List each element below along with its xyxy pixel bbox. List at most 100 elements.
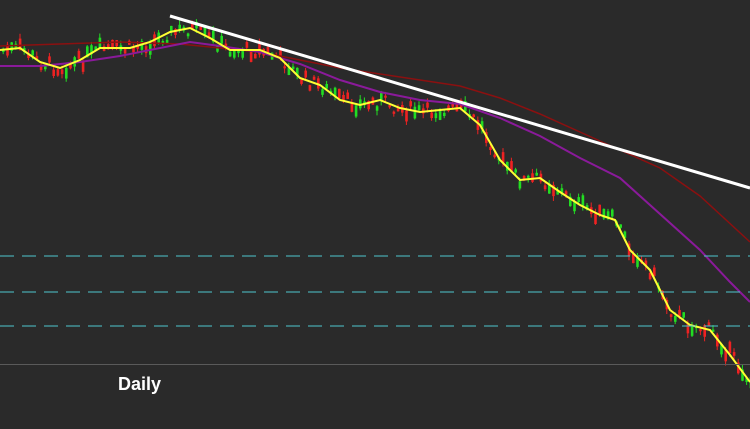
candle-body bbox=[224, 43, 228, 48]
candle-body bbox=[31, 50, 34, 56]
candle-body bbox=[552, 184, 555, 197]
candle-body bbox=[279, 49, 282, 56]
candle-body bbox=[690, 325, 694, 336]
candle-body bbox=[287, 67, 291, 76]
candle-body bbox=[380, 92, 383, 102]
candle-body bbox=[396, 106, 400, 112]
candle-body bbox=[451, 103, 454, 107]
candle-body bbox=[237, 49, 240, 54]
candle-body bbox=[296, 67, 299, 76]
candle-body bbox=[350, 102, 354, 112]
candle-body bbox=[35, 56, 39, 59]
candle-body bbox=[111, 39, 114, 49]
candle-body bbox=[216, 45, 219, 52]
candle-body bbox=[669, 314, 673, 317]
timeframe-label: Daily bbox=[118, 374, 161, 394]
candle-body bbox=[52, 69, 55, 76]
candle-body bbox=[186, 33, 190, 37]
candle-body bbox=[384, 95, 387, 98]
candle-body bbox=[170, 25, 173, 32]
candle-body bbox=[741, 369, 744, 381]
candle-body bbox=[489, 147, 492, 150]
candle-body bbox=[543, 185, 547, 190]
candle-body bbox=[564, 191, 568, 195]
candle-body bbox=[611, 209, 614, 217]
candle-body bbox=[623, 231, 627, 238]
candle-body bbox=[325, 83, 328, 89]
candle-body bbox=[728, 341, 732, 354]
candle-body bbox=[241, 50, 244, 58]
candle-body bbox=[510, 161, 513, 172]
candle-body bbox=[81, 61, 85, 72]
candle-body bbox=[107, 44, 110, 50]
candle-body bbox=[346, 92, 349, 99]
candle-body bbox=[732, 352, 736, 356]
candle-body bbox=[493, 154, 496, 158]
candle-body bbox=[94, 46, 97, 51]
fast-moving-average bbox=[0, 26, 750, 383]
candle-body bbox=[27, 54, 30, 58]
trend-line bbox=[169, 14, 750, 190]
candle-body bbox=[144, 46, 148, 54]
candle-body bbox=[161, 40, 165, 44]
candle-body bbox=[560, 188, 564, 194]
candle-body bbox=[165, 39, 169, 44]
candle-body bbox=[304, 70, 307, 78]
candle-body bbox=[455, 102, 459, 112]
candle-body bbox=[86, 46, 89, 58]
candle-body bbox=[644, 260, 648, 266]
candle-body bbox=[438, 111, 442, 120]
candle-body bbox=[149, 42, 152, 55]
candle-body bbox=[48, 56, 51, 63]
candle-body bbox=[308, 85, 312, 91]
candle-body bbox=[577, 197, 580, 203]
candle-body bbox=[388, 105, 391, 108]
candle-body bbox=[312, 76, 316, 80]
candle-body bbox=[174, 29, 177, 36]
candle-body bbox=[77, 50, 81, 59]
candle-body bbox=[699, 329, 702, 332]
medium-moving-average bbox=[0, 40, 750, 303]
candle-body bbox=[258, 42, 261, 55]
candle-body bbox=[501, 152, 505, 163]
candle-body bbox=[527, 175, 530, 178]
candle-body bbox=[602, 208, 606, 219]
candle-body bbox=[417, 105, 421, 111]
candle-body bbox=[682, 312, 685, 318]
candle-body bbox=[514, 169, 517, 173]
candle-body bbox=[199, 25, 202, 30]
candle-body bbox=[359, 99, 362, 109]
candle-body bbox=[413, 106, 417, 119]
candle-body bbox=[245, 42, 249, 48]
candle-body bbox=[300, 79, 303, 84]
candle-body bbox=[178, 24, 181, 30]
candle-body bbox=[409, 101, 412, 107]
candle-body bbox=[594, 213, 597, 225]
candle-body bbox=[140, 41, 144, 50]
candle-body bbox=[123, 47, 127, 54]
candle-body bbox=[619, 224, 622, 228]
candle-body bbox=[678, 309, 681, 317]
candle-body bbox=[266, 47, 270, 55]
candle-body bbox=[283, 66, 286, 69]
candle-body bbox=[737, 362, 740, 374]
candle-body bbox=[191, 22, 194, 30]
candle-body bbox=[720, 343, 723, 355]
candle-body bbox=[212, 30, 215, 42]
candle-body bbox=[254, 53, 257, 59]
candle-body bbox=[443, 112, 446, 116]
candle-body bbox=[518, 181, 522, 189]
candle-body bbox=[711, 329, 715, 332]
candle-body bbox=[10, 42, 13, 51]
candle-body bbox=[476, 120, 480, 130]
candle-body bbox=[207, 32, 211, 37]
candle-body bbox=[44, 65, 47, 70]
candle-body bbox=[426, 102, 429, 108]
candle-body bbox=[375, 106, 379, 111]
candle-body bbox=[724, 349, 727, 362]
candle-body bbox=[65, 67, 68, 79]
candle-body bbox=[60, 69, 64, 75]
candle-body bbox=[535, 172, 538, 176]
candle-body bbox=[291, 66, 295, 70]
